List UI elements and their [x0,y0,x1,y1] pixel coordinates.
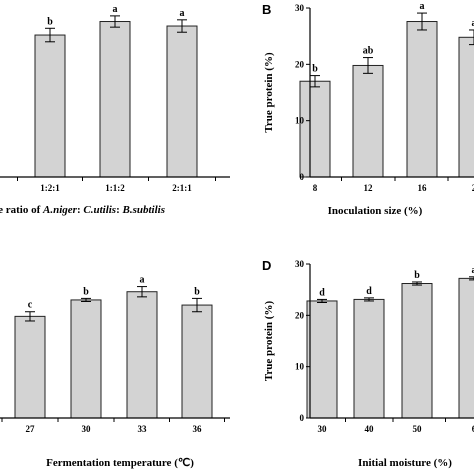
y-tick-label: 10 [295,116,305,126]
significance-letter: c [28,300,33,311]
x-axis-label: Initial moisture (%) [358,457,452,469]
x-tick-label: 50 [413,424,423,434]
x-axis-label: Fermentation temperature (℃) [46,457,194,469]
significance-letter: b [312,64,318,75]
error-bar [25,311,35,322]
significance-letter: b [83,286,89,297]
bar [306,300,338,419]
significance-letter: b [414,270,420,281]
bar [406,21,438,178]
error-bar [417,12,427,31]
y-tick-label: 0 [300,172,305,182]
significance-letter: a [420,1,425,12]
y-tick-label: 10 [295,362,305,372]
y-tick-label: 30 [295,259,305,269]
bar [401,283,433,419]
error-bar [412,281,422,286]
bar [70,299,102,419]
bar [126,291,158,419]
x-axis-label-part: B.subtilis [122,204,166,216]
bar [181,304,213,419]
x-tick-label: 36 [193,424,203,434]
chart-panel-0: b a a 1:2:1 1:1:2 2:1:1 he ratio of A.niger: C… [0,4,230,216]
error-bar [469,29,474,46]
chart-panel-3: d d b a 30 40 50 6 Initial moisture (%) 0 10 20 30 Tr… [262,258,474,469]
x-axis-label-part: C.utilis [83,204,116,216]
bar [299,80,331,178]
bar [458,277,474,419]
x-tick-label: 27 [26,424,36,434]
y-axis-label: True protein (%) [263,52,275,133]
error-bar [177,19,187,33]
bar [353,298,385,419]
significance-letter: a [180,8,185,19]
y-axis-label: True protein (%) [263,301,275,382]
x-tick-label: 1:2:1 [40,183,60,193]
x-tick-label: 30 [318,424,328,434]
x-tick-label: 6 [472,424,474,434]
error-bar [110,15,120,28]
significance-letter: d [366,286,372,297]
error-bar [310,75,320,88]
significance-letter: a [472,265,474,276]
y-tick-label: 0 [300,413,305,423]
x-axis-label-part: A.niger [42,204,78,216]
error-bar [317,298,327,303]
bar [352,64,384,178]
chart-panel-2: c b a b 27 30 33 36 Fermentation temperature (℃) [0,275,230,469]
bar [99,21,131,178]
x-tick-label: 30 [82,424,92,434]
x-axis-label-part: : [116,204,122,216]
error-bar [364,297,374,302]
x-tick-label: 40 [365,424,375,434]
error-bar [81,297,91,302]
error-bar [137,286,147,298]
x-tick-label: 2:1:1 [172,183,192,193]
y-tick-label: 30 [295,3,305,13]
bar [166,25,198,178]
x-tick-label: 2 [472,183,474,193]
significance-letter: a [140,275,145,286]
x-axis-label: Inoculation size (%) [328,205,423,217]
y-tick-label: 20 [295,59,305,69]
error-bar [192,297,202,313]
x-axis-label-part: he ratio of [0,204,43,216]
x-tick-label: 16 [418,183,428,193]
error-bar [363,57,373,74]
x-tick-label: 12 [364,183,374,193]
panel-letter: B [262,2,271,17]
x-axis-label: he ratio of A.niger: C.utilis: B.subtili… [0,204,165,216]
x-tick-label: 33 [138,424,148,434]
panel-letter: D [262,258,271,273]
significance-letter: a [113,4,118,15]
significance-letter: b [194,286,200,297]
chart-panel-1: b ab a a 8 12 16 2 Inoculation size (%) 0 10 20 30 Tr… [262,1,474,217]
bar [458,36,474,178]
bar [34,34,66,178]
error-bar [45,27,55,43]
y-tick-label: 20 [295,310,305,320]
significance-letter: ab [363,46,374,57]
x-tick-label: 1:1:2 [105,183,125,193]
bar [14,315,46,419]
error-bar [469,276,474,281]
significance-letter: b [47,16,53,27]
x-axis-label-part: : [77,204,83,216]
significance-letter: d [319,287,325,298]
x-tick-label: 8 [313,183,318,193]
significance-letter: a [472,18,474,29]
